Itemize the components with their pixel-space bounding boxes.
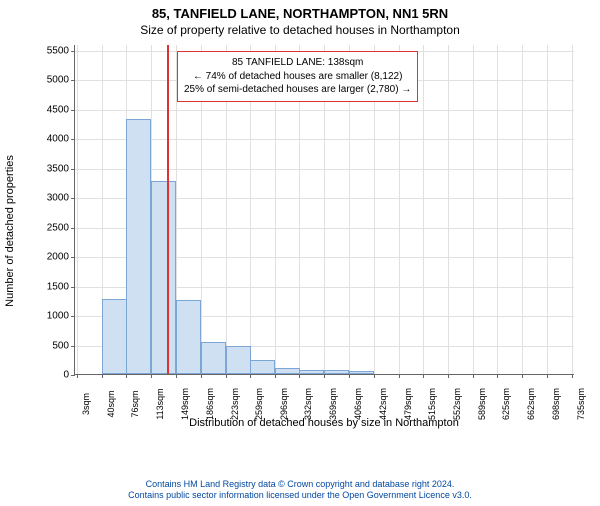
histogram-bar [349, 371, 374, 374]
ytick-label: 3500 [47, 163, 75, 174]
footer-line-1: Contains HM Land Registry data © Crown c… [0, 479, 600, 491]
gridline-v [448, 45, 449, 374]
ytick-label: 4500 [47, 104, 75, 115]
xtick-label: 625sqm [497, 388, 511, 420]
footer-line-2: Contains public sector information licen… [0, 490, 600, 502]
ytick-label: 3000 [47, 193, 75, 204]
xtick-mark [126, 374, 127, 378]
xtick-label: 186sqm [201, 388, 215, 420]
xtick-label: 735sqm [572, 388, 586, 420]
histogram-bar [176, 300, 201, 374]
xtick-mark [201, 374, 202, 378]
xtick-label: 332sqm [299, 388, 313, 420]
ytick-label: 5500 [47, 45, 75, 56]
annotation-line: 25% of semi-detached houses are larger (… [184, 83, 411, 97]
xtick-mark [102, 374, 103, 378]
xtick-mark [399, 374, 400, 378]
xtick-mark [275, 374, 276, 378]
xtick-mark [176, 374, 177, 378]
ytick-label: 1500 [47, 281, 75, 292]
xtick-label: 113sqm [151, 388, 165, 419]
xtick-mark [324, 374, 325, 378]
xtick-label: 698sqm [547, 388, 561, 420]
histogram-bar [102, 299, 127, 374]
histogram-bar [126, 119, 151, 374]
chart-title-sub: Size of property relative to detached ho… [0, 23, 600, 37]
xtick-mark [250, 374, 251, 378]
xtick-label: 552sqm [448, 388, 462, 420]
xtick-mark [299, 374, 300, 378]
gridline-v [473, 45, 474, 374]
annotation-box: 85 TANFIELD LANE: 138sqm← 74% of detache… [177, 51, 418, 102]
xtick-label: 259sqm [250, 388, 264, 420]
ytick-label: 4000 [47, 134, 75, 145]
footer-attribution: Contains HM Land Registry data © Crown c… [0, 479, 600, 502]
xtick-mark [497, 374, 498, 378]
histogram-bar [226, 346, 251, 374]
ytick-label: 0 [63, 370, 75, 381]
ytick-label: 2500 [47, 222, 75, 233]
xtick-label: 223sqm [226, 388, 240, 420]
gridline-v [522, 45, 523, 374]
xtick-label: 149sqm [176, 388, 190, 420]
xtick-label: 3sqm [77, 393, 91, 415]
xtick-label: 296sqm [275, 388, 289, 420]
xtick-mark [448, 374, 449, 378]
gridline-v [423, 45, 424, 374]
gridline-v [547, 45, 548, 374]
xtick-label: 442sqm [374, 388, 388, 420]
histogram-bar [299, 370, 324, 374]
xtick-mark [473, 374, 474, 378]
ytick-label: 5000 [47, 75, 75, 86]
histogram-bar [324, 370, 349, 374]
xtick-mark [423, 374, 424, 378]
xtick-mark [522, 374, 523, 378]
chart-title-main: 85, TANFIELD LANE, NORTHAMPTON, NN1 5RN [0, 6, 600, 21]
xtick-mark [572, 374, 573, 378]
x-axis-label: Distribution of detached houses by size … [74, 417, 574, 429]
xtick-mark [77, 374, 78, 378]
ytick-label: 2000 [47, 252, 75, 263]
chart-container: Number of detached properties 0500100015… [20, 41, 580, 421]
xtick-label: 369sqm [324, 388, 338, 420]
plot-area: 0500100015002000250030003500400045005000… [74, 45, 574, 375]
xtick-mark [151, 374, 152, 378]
xtick-mark [547, 374, 548, 378]
gridline-v [572, 45, 573, 374]
gridline-v [77, 45, 78, 374]
xtick-label: 515sqm [423, 388, 437, 420]
xtick-label: 40sqm [102, 390, 116, 417]
histogram-bar [201, 342, 226, 374]
xtick-label: 662sqm [522, 388, 536, 420]
ytick-label: 500 [52, 340, 75, 351]
xtick-label: 406sqm [349, 388, 363, 420]
y-axis-label: Number of detached properties [4, 155, 16, 307]
xtick-mark [349, 374, 350, 378]
reference-line [167, 45, 169, 374]
histogram-bar [275, 368, 300, 374]
xtick-label: 76sqm [126, 390, 140, 417]
annotation-line: ← 74% of detached houses are smaller (8,… [184, 70, 411, 84]
annotation-line: 85 TANFIELD LANE: 138sqm [184, 56, 411, 70]
xtick-mark [226, 374, 227, 378]
histogram-bar [250, 360, 275, 374]
xtick-label: 479sqm [399, 388, 413, 420]
xtick-label: 589sqm [473, 388, 487, 420]
histogram-bar [151, 181, 176, 374]
gridline-v [497, 45, 498, 374]
ytick-label: 1000 [47, 311, 75, 322]
xtick-mark [374, 374, 375, 378]
